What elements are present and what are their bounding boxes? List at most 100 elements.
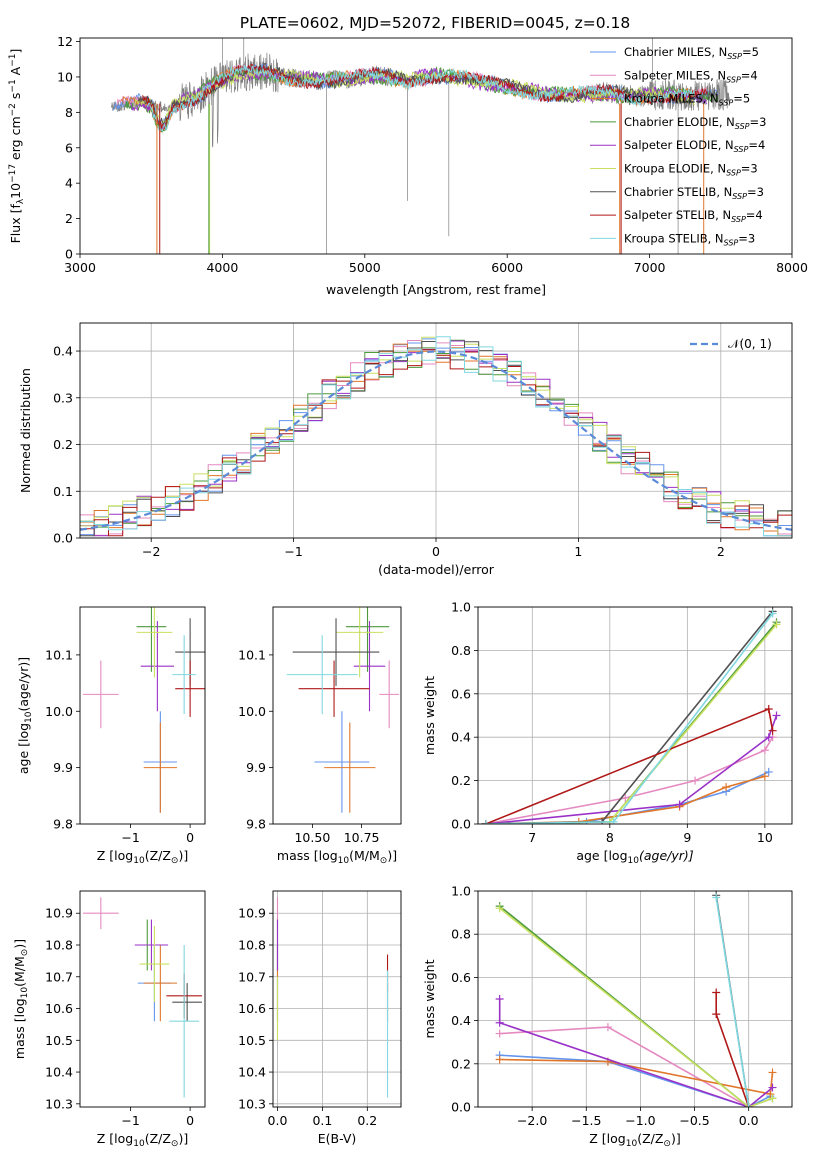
y-axis-label: age [log10(age/yr)] (16, 657, 34, 774)
legend-label-salpeter-elodie: Salpeter ELODIE, NSSP=4 (624, 138, 765, 154)
x-axis-label: Z [log10(Z/Z⊙)] (589, 1131, 680, 1149)
y-tick-label: 10.5 (45, 1033, 73, 1048)
marker-salpeter-stelib (764, 704, 773, 713)
marker-kroupa-miles (768, 1068, 777, 1077)
axes-frame (477, 606, 793, 825)
y-tick-label: 2 (65, 211, 73, 226)
series-chabrier-miles-line (499, 1054, 771, 1107)
x-tick-label: 10 (757, 830, 773, 845)
x-axis-label: mass [log10(M/M⊙)] (277, 848, 397, 866)
axes-frame (79, 322, 793, 539)
series-chabrier-elodie-line (499, 905, 773, 1107)
y-tick-label: 10.1 (45, 647, 73, 662)
marker-kroupa-miles (760, 772, 769, 781)
y-tick-label: 10.4 (238, 1065, 266, 1080)
mass-weight-vs-age-panel: 7 8 9 10 0.0 0.2 0.4 0.6 0.8 1.0 age [log10(age/yr… (422, 600, 793, 866)
series-kroupa-stelib-line (485, 613, 774, 824)
marker-salpeter-elodie (675, 800, 684, 809)
y-tick-label: 10.0 (45, 704, 73, 719)
x-axis-label: E(B-V) (318, 1131, 357, 1146)
series-kroupa-miles-line (499, 1058, 774, 1095)
x-tick-label: 3000 (64, 260, 96, 275)
y-tick-label: 1.0 (451, 884, 471, 899)
x-tick-label: 0 (186, 1113, 194, 1128)
marker-kroupa-elodie (772, 620, 781, 629)
y-tick-label: 9.8 (246, 817, 266, 832)
series-kroupa-elodie-line (499, 907, 773, 1107)
legend-label-kroupa-elodie: Kroupa ELODIE, NSSP=3 (624, 162, 758, 178)
x-tick-label: 8 (606, 830, 614, 845)
marker-salpeter-elodie (495, 995, 504, 1003)
y-tick-label: 10.9 (45, 906, 73, 921)
y-tick-label: 10.8 (45, 938, 73, 953)
plot-area (82, 607, 205, 813)
x-tick-label: 0.0 (268, 1113, 288, 1128)
y-tick-label: 0.0 (451, 1100, 471, 1115)
age-vs-mass-panel: 10.50 10.75 9.8 9.9 10.0 10.1 mass [log10(M/M⊙… (238, 606, 402, 866)
legend-label-kroupa-stelib: Kroupa STELIB, NSSP=3 (624, 231, 755, 247)
residuals-panel: −2 −1 0 1 2 0.0 0.1 0.2 0.3 0.4 (data-model)/error… (18, 322, 793, 577)
axes-frame (477, 890, 793, 1108)
model-kroupa-elodie-line (133, 65, 695, 128)
x-tick-label: 6000 (491, 260, 523, 275)
y-tick-label: 0.8 (451, 927, 471, 942)
y-tick-label: 0.0 (53, 531, 73, 546)
y-tick-label: 0.6 (451, 686, 471, 701)
legend-label-normal: 𝒩(0, 1) (728, 337, 772, 351)
marker-salpeter-miles (691, 776, 700, 785)
mass-vs-metallicity-panel: −1 0 10.3 10.4 10.5 10.6 10.7 10.8 10.9 Z [log10(… (12, 890, 206, 1149)
y-tick-label: 10.6 (45, 1001, 73, 1016)
series-salpeter-stelib-line (715, 992, 750, 1107)
x-tick-label: −1 (121, 1113, 139, 1128)
legend-label-kroupa-miles: Kroupa MILES, NSSP=5 (624, 92, 750, 108)
x-tick-label: 7000 (634, 260, 666, 275)
axes-frame (79, 890, 206, 1108)
y-tick-label: 10 (57, 69, 73, 84)
x-axis-label: wavelength [Angstrom, rest frame] (326, 282, 546, 297)
x-tick-label: −2 (142, 544, 160, 559)
marker-kroupa-stelib (481, 820, 490, 824)
x-tick-label: −2.0 (517, 1113, 547, 1128)
y-tick-label: 10.7 (45, 969, 73, 984)
y-tick-label: 10.3 (238, 1096, 266, 1111)
marker-kroupa-elodie (495, 904, 504, 913)
y-tick-label: 0.2 (53, 437, 73, 452)
y-tick-label: 0.4 (451, 730, 471, 745)
y-tick-label: 10.1 (238, 647, 266, 662)
x-tick-label: 4000 (206, 260, 238, 275)
series-salpeter-elodie-line (498, 999, 774, 1107)
x-axis-label: age [log10(age/yr)] (576, 848, 693, 866)
marker-chabrier-miles (764, 767, 773, 776)
y-tick-label: 0.2 (451, 773, 471, 788)
normal-distribution-curve (80, 350, 792, 531)
axes-frame (272, 890, 402, 1108)
axes-frame (79, 37, 793, 255)
y-tick-label: 0.8 (451, 643, 471, 658)
x-tick-label: −1 (284, 544, 302, 559)
marker-salpeter-elodie (768, 1083, 777, 1092)
y-tick-label: 0.0 (451, 817, 471, 832)
marker-salpeter-stelib (768, 726, 777, 735)
y-tick-label: 6 (65, 140, 73, 155)
y-axis-label: mass [log10(M/M⊙)] (12, 939, 30, 1059)
marker-salpeter-miles (495, 1029, 504, 1038)
x-tick-label: 2 (717, 544, 725, 559)
plot-area (286, 607, 400, 813)
y-axis-label: Normed distribution (18, 368, 33, 493)
series-chabrier-stelib-line (485, 610, 774, 824)
x-tick-label: −1.0 (625, 1113, 655, 1128)
x-tick-label: 7 (528, 830, 536, 845)
y-tick-label: 0.6 (451, 970, 471, 985)
age-vs-metallicity-panel: −1 0 9.8 9.9 10.0 10.1 Z [log10(Z/Z⊙)] age [log… (16, 606, 206, 866)
marker-kroupa-miles (766, 1090, 775, 1099)
figure-title: PLATE=0602, MJD=52072, FIBERID=0045, z=0… (240, 14, 630, 32)
series-salpeter-elodie-line (485, 715, 778, 824)
histogram-kroupa-stelib (80, 336, 792, 537)
plot-area (273, 891, 401, 1107)
y-tick-label: 8 (65, 105, 73, 120)
mass-vs-ebv-panel: 0.0 0.1 0.2 10.3 10.4 10.5 10.6 10.7 10.8 10.9 E(B… (238, 890, 402, 1146)
marker-salpeter-stelib (712, 988, 721, 997)
y-tick-label: 9.9 (53, 760, 73, 775)
y-tick-label: 4 (65, 176, 73, 191)
